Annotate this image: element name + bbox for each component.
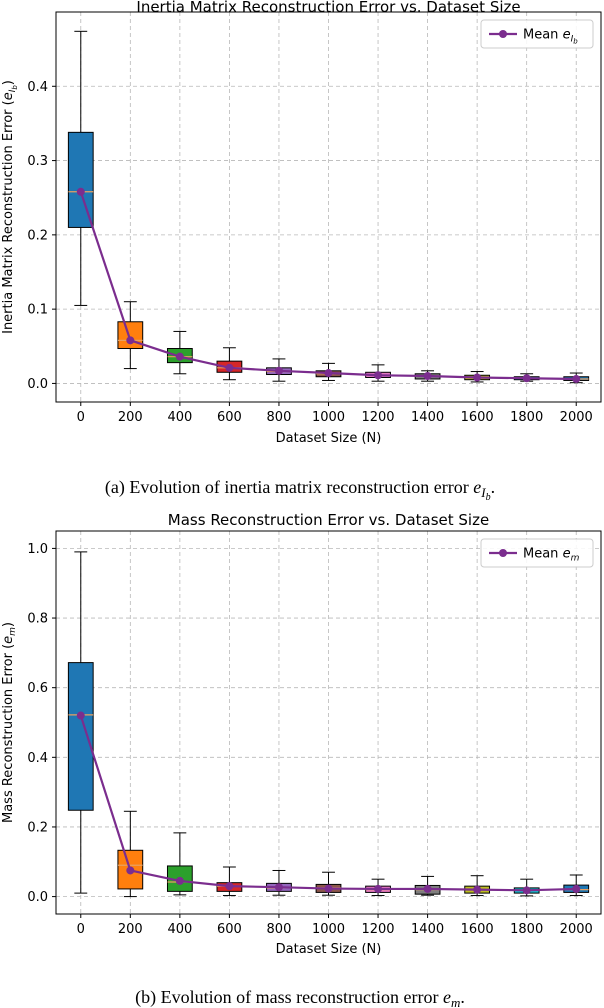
mean-point	[274, 366, 283, 375]
iqr-box	[67, 662, 94, 811]
box-800	[266, 869, 292, 896]
figure-caption: (a) Evolution of inertia matrix reconstr…	[105, 477, 495, 503]
y-tick-label: 0.4	[27, 751, 48, 766]
box-400	[166, 832, 193, 896]
x-axis-label: Dataset Size (N)	[276, 431, 382, 446]
x-tick-label: 600	[217, 922, 242, 937]
legend-label: Mean em	[523, 547, 580, 564]
x-tick-label: 600	[217, 410, 242, 425]
y-axis-label: Inertia Matrix Reconstruction Error (eIb…	[1, 80, 19, 334]
mean-point	[374, 884, 383, 893]
x-tick-label: 1000	[312, 922, 345, 937]
mean-point	[225, 882, 234, 891]
mean-point	[175, 876, 184, 885]
x-tick-label: 1400	[411, 410, 444, 425]
iqr-box	[67, 131, 94, 228]
mean-point	[572, 884, 581, 893]
legend-box	[480, 19, 594, 49]
x-tick-label: 1600	[461, 410, 494, 425]
box-400	[166, 330, 193, 375]
x-tick-label: 800	[267, 410, 292, 425]
y-tick-label: 0.0	[27, 890, 48, 905]
x-tick-label: 200	[118, 410, 143, 425]
x-tick-label: 1200	[361, 410, 394, 425]
mean-point	[473, 373, 482, 382]
x-tick-label: 1200	[361, 922, 394, 937]
y-tick-label: 0.8	[27, 612, 48, 627]
box-0	[67, 551, 94, 894]
y-tick-label: 0.6	[27, 681, 48, 696]
y-tick-label: 0.0	[27, 377, 48, 392]
mean-point	[572, 374, 581, 383]
y-axis-label: Mass Reconstruction Error (em)	[1, 622, 18, 823]
box-200	[117, 810, 144, 898]
x-tick-label: 0	[77, 410, 85, 425]
y-tick-label: 0.2	[27, 820, 48, 835]
iqr-box	[117, 321, 144, 350]
chart-2: 0.0 0.2 0.4 0.6 0.8 1.0 0 200 400 600 800 1000 1200 1…	[1, 511, 602, 1008]
x-tick-label: 1000	[312, 410, 345, 425]
mean-point	[76, 711, 85, 720]
x-tick-label: 1800	[510, 410, 543, 425]
y-tick-label: 0.3	[27, 154, 48, 169]
x-tick-label: 400	[167, 922, 192, 937]
x-tick-label: 2000	[560, 922, 593, 937]
mean-point	[423, 884, 432, 893]
chart-title: Mass Reconstruction Error vs. Dataset Si…	[168, 511, 489, 529]
mean-point	[225, 363, 234, 372]
box-600	[216, 866, 243, 897]
mean-point	[522, 374, 531, 383]
y-tick-label: 1.0	[27, 542, 48, 557]
figure-caption: (b) Evolution of mass reconstruction err…	[135, 987, 465, 1008]
chart-title: Inertia Matrix Reconstruction Error vs. …	[136, 0, 520, 16]
mean-point	[175, 352, 184, 361]
x-tick-label: 2000	[560, 410, 593, 425]
x-tick-label: 400	[167, 410, 192, 425]
x-tick-label: 1400	[411, 922, 444, 937]
y-tick-label: 0.1	[27, 303, 48, 318]
x-tick-label: 200	[118, 922, 143, 937]
legend: Mean eIb	[480, 19, 594, 49]
mean-point	[522, 886, 531, 895]
mean-point	[423, 372, 432, 380]
mean-point	[324, 369, 333, 378]
chart-1: 0.0 0.1 0.2 0.3 0.4 0 200 400 600 800 1000 1200 1400…	[1, 0, 602, 503]
legend-box	[480, 538, 594, 568]
mean-point	[274, 883, 283, 892]
x-tick-label: 1800	[510, 922, 543, 937]
legend-marker	[499, 30, 507, 38]
legend-label: Mean eIb	[523, 28, 578, 46]
x-tick-label: 800	[267, 922, 292, 937]
legend: Mean em	[480, 538, 594, 568]
y-tick-label: 0.4	[27, 80, 48, 95]
mean-point	[126, 336, 135, 345]
mean-point	[126, 866, 135, 875]
x-tick-label: 0	[77, 922, 85, 937]
mean-point	[324, 884, 333, 893]
box-0	[67, 30, 94, 306]
y-tick-label: 0.2	[27, 228, 48, 243]
mean-point	[76, 187, 85, 196]
legend-marker	[499, 549, 507, 557]
mean-point	[374, 371, 383, 380]
mean-point	[473, 885, 482, 894]
x-tick-label: 1600	[461, 922, 494, 937]
x-axis-label: Dataset Size (N)	[276, 942, 382, 957]
box-600	[216, 347, 243, 381]
